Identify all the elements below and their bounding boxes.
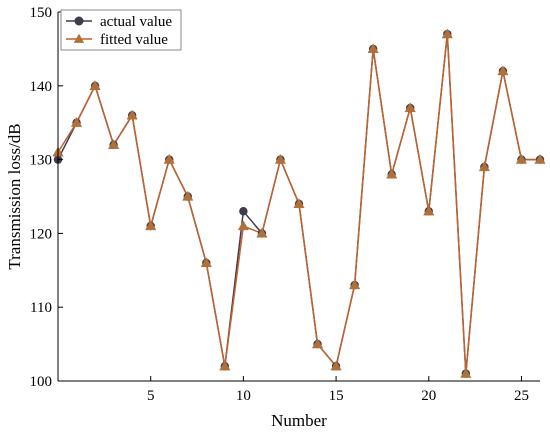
x-axis-title: Number [271, 411, 327, 430]
data-point-fitted [367, 43, 379, 54]
y-tick-label: 120 [30, 226, 53, 242]
data-point-fitted [256, 227, 268, 238]
ticks: 5 10 15 20 25 100 110 120 130 140 150 [30, 5, 529, 404]
data-point-fitted [515, 153, 528, 164]
plot-area [52, 28, 546, 378]
y-tick-label: 140 [30, 79, 53, 95]
data-point-fitted [497, 65, 509, 76]
data-point-fitted [182, 190, 194, 201]
data-point-fitted [460, 367, 472, 378]
x-tick-label: 5 [147, 388, 155, 404]
x-tick-label: 10 [236, 388, 251, 404]
data-point-actual [239, 207, 248, 216]
data-point-fitted [311, 338, 324, 349]
data-point-fitted [237, 220, 250, 231]
data-point-fitted [330, 360, 342, 371]
data-point-fitted [163, 153, 175, 164]
data-point-fitted [404, 102, 416, 113]
data-point-fitted [386, 168, 398, 179]
legend-marker-fitted [73, 33, 85, 43]
x-tick-label: 20 [421, 388, 436, 404]
x-tick-label: 15 [329, 388, 344, 404]
data-point-fitted [534, 153, 546, 164]
y-tick-label: 100 [30, 374, 53, 390]
data-point-fitted [126, 109, 138, 120]
data-point-fitted [219, 360, 231, 371]
data-point-fitted [274, 153, 287, 164]
data-point-fitted [145, 220, 157, 231]
data-point-fitted [200, 257, 212, 268]
data-point-fitted [423, 205, 435, 216]
legend-marker-actual [74, 16, 84, 26]
y-axis-title: Transmission loss/dB [5, 123, 24, 269]
y-tick-label: 130 [30, 153, 53, 169]
data-point-fitted [441, 28, 453, 39]
data-point-fitted [478, 161, 491, 172]
data-point-fitted [70, 116, 83, 127]
legend-label-actual: actual value [100, 14, 172, 30]
x-tick-label: 25 [514, 388, 529, 404]
y-tick-label: 110 [30, 300, 52, 316]
legend-box [60, 9, 182, 51]
legend-label-fitted: fitted value [100, 32, 168, 48]
data-point-fitted [293, 198, 305, 209]
y-tick-label: 150 [30, 5, 53, 21]
legend: actual value fitted value [60, 9, 182, 51]
data-point-fitted [107, 139, 120, 149]
data-point-fitted [348, 279, 361, 290]
data-point-fitted [89, 80, 101, 90]
